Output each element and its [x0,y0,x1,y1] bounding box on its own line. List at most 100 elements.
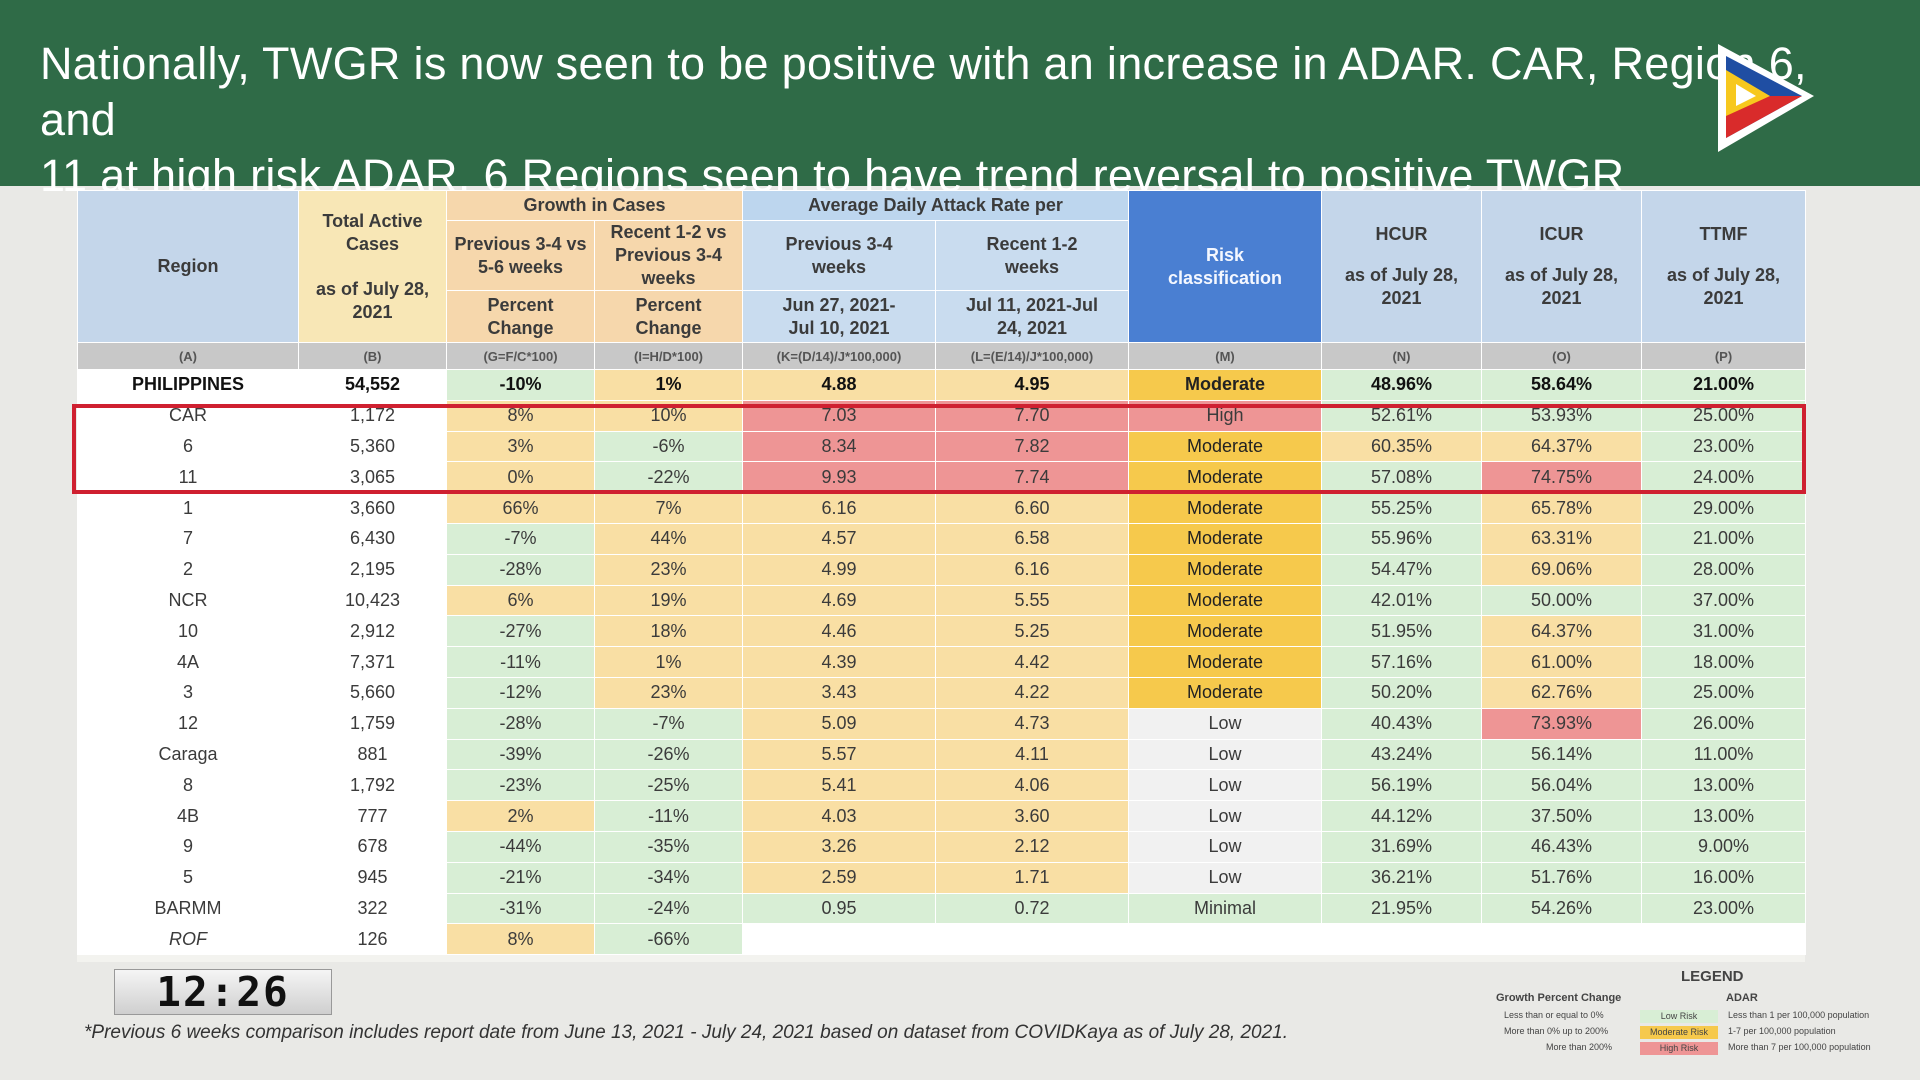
legend-swatch-low: Low Risk [1640,1010,1718,1023]
legend-growth-text: More than 200% [1546,1042,1613,1052]
cell-region: 2 [77,553,299,586]
cell-growth-recent: -35% [594,830,743,863]
cell-adar-recent: 7.82 [935,430,1129,463]
cell-icur: 58.64% [1481,369,1642,401]
table-row: 3 5,660 -12% 23% 3.43 4.22 Moderate 50.2… [77,676,1806,709]
cell-growth-prev: -7% [446,522,595,555]
cell-adar-prev: 2.59 [742,861,936,894]
code-cell: (K=(D/14)/J*100,000) [742,342,936,370]
slide-title: Nationally, TWGR is now seen to be posit… [40,36,1880,204]
table-row: 9 678 -44% -35% 3.26 2.12 Low 31.69% 46.… [77,830,1806,863]
legend-adar-text: More than 7 per 100,000 population [1728,1042,1871,1052]
legend-growth-header: Growth Percent Change [1496,992,1622,1004]
cell-risk: Low [1128,800,1322,832]
table-row: BARMM 322 -31% -24% 0.95 0.72 Minimal 21… [77,892,1806,925]
cell-risk [1128,923,1322,956]
cell-hcur: 36.21% [1321,861,1482,894]
cell-adar-prev: 5.57 [742,738,936,771]
cell-icur: 64.37% [1481,430,1642,463]
cell-adar-prev: 3.26 [742,830,936,863]
header-growth: Growth in Cases [446,190,743,221]
header-total-active: Total Active Cases as of July 28, 2021 [298,190,447,343]
cell-hcur: 56.19% [1321,769,1482,802]
code-cell: (P) [1641,342,1806,370]
cell-adar-prev: 4.57 [742,522,936,555]
cell-region: NCR [77,584,299,617]
cell-adar-prev: 3.43 [742,676,936,709]
cell-ttmf: 11.00% [1641,738,1806,771]
cell-growth-prev: -21% [446,861,595,894]
cell-ttmf: 23.00% [1641,430,1806,463]
cell-adar-recent [935,923,1129,956]
cell-growth-recent: -24% [594,892,743,925]
cell-adar-recent: 4.95 [935,369,1129,401]
cell-active: 2,195 [298,553,447,586]
cell-hcur: 44.12% [1321,800,1482,832]
cell-active: 5,660 [298,676,447,709]
cell-growth-recent: 19% [594,584,743,617]
cell-growth-prev: -10% [446,369,595,401]
cell-adar-recent: 6.60 [935,492,1129,524]
broadcast-clock: 12:26 [114,969,332,1015]
code-cell: (I=H/D*100) [594,342,743,370]
legend-swatch-moderate: Moderate Risk [1640,1026,1718,1039]
cell-ttmf: 28.00% [1641,553,1806,586]
cell-growth-prev: -23% [446,769,595,802]
header-ttmf-date: as of July 28, 2021 [1666,265,1781,308]
cell-icur: 37.50% [1481,800,1642,832]
cell-hcur: 42.01% [1321,584,1482,617]
cell-adar-prev: 4.03 [742,800,936,832]
cell-active: 2,912 [298,615,447,648]
cell-risk: Moderate [1128,584,1322,617]
cell-growth-recent: -26% [594,738,743,771]
code-cell: (A) [77,342,299,370]
cell-growth-prev: 66% [446,492,595,524]
cell-icur: 51.76% [1481,861,1642,894]
cell-active: 1,759 [298,707,447,740]
slide-title-line-1: Nationally, TWGR is now seen to be posit… [40,38,1807,145]
cell-region: BARMM [77,892,299,925]
cell-adar-prev: 6.16 [742,492,936,524]
cell-adar-recent: 4.42 [935,646,1129,678]
header-total-active-date: as of July 28, 2021 [315,278,430,322]
cell-adar-recent: 7.74 [935,461,1129,494]
cell-growth-prev: -28% [446,707,595,740]
legend-growth-text: Less than or equal to 0% [1504,1010,1604,1020]
cell-active: 945 [298,861,447,894]
cell-risk: Moderate [1128,369,1322,401]
cell-icur: 62.76% [1481,676,1642,709]
cell-growth-prev: 3% [446,430,595,463]
cell-adar-prev: 5.09 [742,707,936,740]
header-icur: ICUR as of July 28, 2021 [1481,190,1642,343]
legend-growth-text: More than 0% up to 200% [1504,1026,1609,1036]
table-row: CAR 1,172 8% 10% 7.03 7.70 High 52.61% 5… [77,399,1806,432]
cell-ttmf: 29.00% [1641,492,1806,524]
header-adar-recent: Recent 1-2 weeks [935,220,1129,291]
cell-hcur: 48.96% [1321,369,1482,401]
cell-growth-recent: 44% [594,522,743,555]
cell-active: 6,430 [298,522,447,555]
cell-ttmf: 16.00% [1641,861,1806,894]
code-cell: (N) [1321,342,1482,370]
cell-region: 7 [77,522,299,555]
cell-ttmf: 25.00% [1641,676,1806,709]
cell-hcur: 57.08% [1321,461,1482,494]
cell-adar-recent: 0.72 [935,892,1129,925]
cell-risk: Moderate [1128,430,1322,463]
cell-active: 10,423 [298,584,447,617]
cell-growth-prev: -28% [446,553,595,586]
cell-adar-prev: 4.99 [742,553,936,586]
cell-region: 5 [77,861,299,894]
table-row-philippines: PHILIPPINES 54,552 -10% 1% 4.88 4.95 Mod… [77,369,1806,401]
legend-title: LEGEND [1681,968,1744,985]
cell-ttmf: 21.00% [1641,369,1806,401]
cell-risk: Moderate [1128,492,1322,524]
cell-icur [1481,923,1642,956]
cell-ttmf: 13.00% [1641,800,1806,832]
cell-adar-prev: 4.88 [742,369,936,401]
legend-adar-text: 1-7 per 100,000 population [1728,1026,1836,1036]
legend-adar-header: ADAR [1726,992,1758,1004]
cell-adar-prev: 0.95 [742,892,936,925]
cell-adar-prev: 4.69 [742,584,936,617]
cell-growth-prev: -11% [446,646,595,678]
